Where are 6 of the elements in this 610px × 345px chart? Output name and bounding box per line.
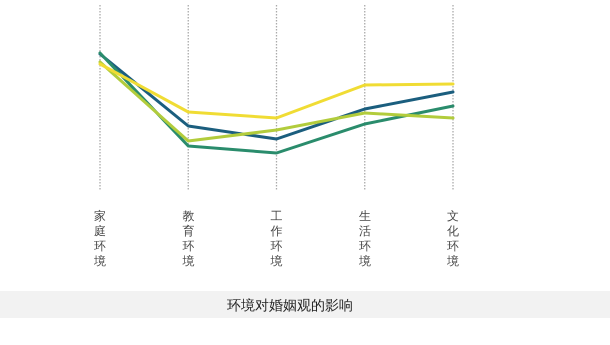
x-tick-label: 生活环境 [358, 209, 371, 268]
x-tick-label: 家庭环境 [93, 209, 106, 268]
text: 环境对婚姻观的影响 [227, 298, 353, 314]
x-tick-label: 工作环境 [270, 209, 282, 268]
x-tick-label: 教育环境 [181, 209, 194, 268]
x-tick-label: 文化环境 [446, 209, 459, 268]
